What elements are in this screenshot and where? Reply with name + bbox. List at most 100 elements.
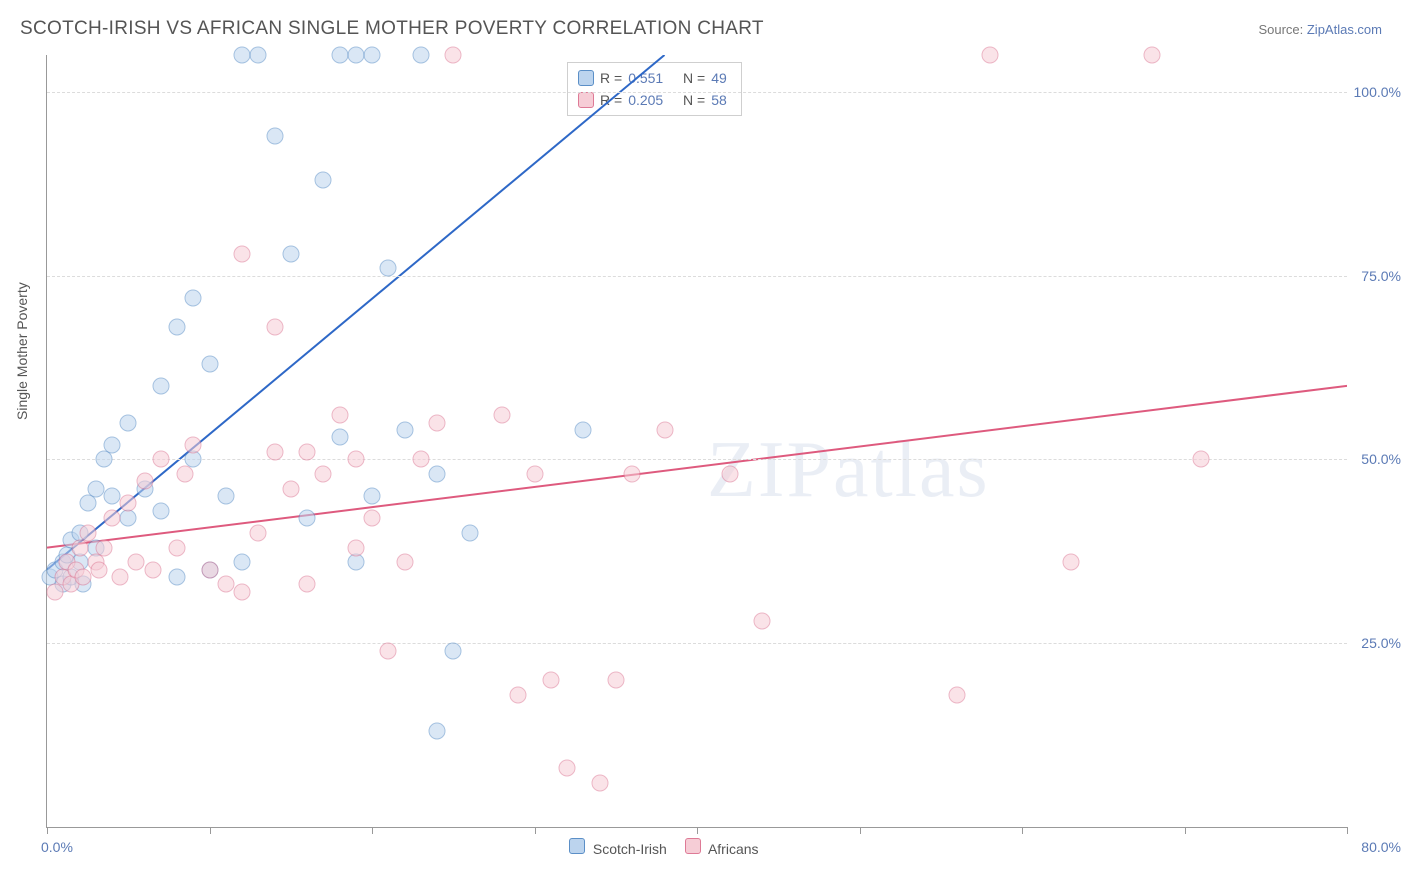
scatter-point [144,561,161,578]
scatter-point [104,488,121,505]
scatter-point [347,539,364,556]
legend-r-value-2: 0.205 [628,92,663,108]
x-tick [860,827,861,834]
scatter-point [104,436,121,453]
legend-series1-label: Scotch-Irish [593,841,667,857]
scatter-point [445,642,462,659]
scatter-point [542,671,559,688]
scatter-point [347,451,364,468]
y-tick-label: 75.0% [1353,268,1401,284]
scatter-point [79,524,96,541]
trendline-layer [47,55,1347,827]
x-axis-max-label: 80.0% [1361,839,1401,855]
scatter-point [266,319,283,336]
gridline [47,276,1347,277]
x-tick [1185,827,1186,834]
legend-swatch-icon [685,838,701,854]
scatter-point [91,561,108,578]
source-attribution: Source: ZipAtlas.com [1258,22,1382,37]
scatter-point [299,576,316,593]
x-axis-legend: Scotch-Irish Africans [569,838,759,857]
scatter-plot: ZIPatlas R = 0.551 N = 49 R = 0.205 N = … [46,55,1347,828]
x-tick [372,827,373,834]
x-tick [210,827,211,834]
scatter-point [299,510,316,527]
scatter-point [331,47,348,64]
scatter-point [250,47,267,64]
scatter-point [331,407,348,424]
scatter-point [364,488,381,505]
scatter-point [331,429,348,446]
legend-n-label: N = [683,70,705,86]
gridline [47,459,1347,460]
legend-n-label: N = [683,92,705,108]
scatter-point [299,444,316,461]
scatter-point [429,466,446,483]
scatter-point [396,421,413,438]
scatter-point [234,245,251,262]
scatter-point [591,774,608,791]
scatter-point [364,510,381,527]
scatter-point [721,466,738,483]
scatter-point [217,488,234,505]
scatter-point [185,436,202,453]
scatter-point [656,421,673,438]
scatter-point [347,554,364,571]
scatter-point [152,451,169,468]
scatter-point [120,495,137,512]
scatter-point [429,414,446,431]
scatter-point [461,524,478,541]
scatter-point [315,171,332,188]
y-axis-label: Single Mother Poverty [14,282,30,420]
scatter-point [347,47,364,64]
legend-r-label: R = [600,70,622,86]
y-tick-label: 50.0% [1353,451,1401,467]
legend-item-2: Africans [685,838,759,857]
scatter-point [120,414,137,431]
scatter-point [282,245,299,262]
scatter-point [412,451,429,468]
scatter-point [74,569,91,586]
x-axis-min-label: 0.0% [41,839,73,855]
scatter-point [526,466,543,483]
x-tick [1347,827,1348,834]
scatter-point [396,554,413,571]
scatter-point [217,576,234,593]
scatter-point [201,355,218,372]
scatter-point [71,539,88,556]
scatter-point [266,127,283,144]
scatter-point [364,47,381,64]
legend-item-1: Scotch-Irish [569,838,667,857]
scatter-point [315,466,332,483]
y-tick-label: 25.0% [1353,635,1401,651]
source-link[interactable]: ZipAtlas.com [1307,22,1382,37]
scatter-point [559,760,576,777]
scatter-point [95,539,112,556]
scatter-point [177,466,194,483]
scatter-point [754,613,771,630]
scatter-point [185,289,202,306]
legend-r-label: R = [600,92,622,108]
x-tick [697,827,698,834]
scatter-point [234,554,251,571]
scatter-point [282,480,299,497]
gridline [47,92,1347,93]
scatter-point [412,47,429,64]
scatter-point [79,495,96,512]
scatter-point [1062,554,1079,571]
legend-row-1: R = 0.551 N = 49 [578,67,727,89]
legend-swatch-2 [578,92,594,108]
scatter-point [152,377,169,394]
scatter-point [624,466,641,483]
legend-series2-label: Africans [708,841,759,857]
trend-line [47,386,1347,548]
scatter-point [1144,47,1161,64]
scatter-point [136,473,153,490]
legend-swatch-icon [569,838,585,854]
scatter-point [169,319,186,336]
scatter-point [169,569,186,586]
scatter-point [104,510,121,527]
scatter-point [234,47,251,64]
scatter-point [112,569,129,586]
x-tick [535,827,536,834]
